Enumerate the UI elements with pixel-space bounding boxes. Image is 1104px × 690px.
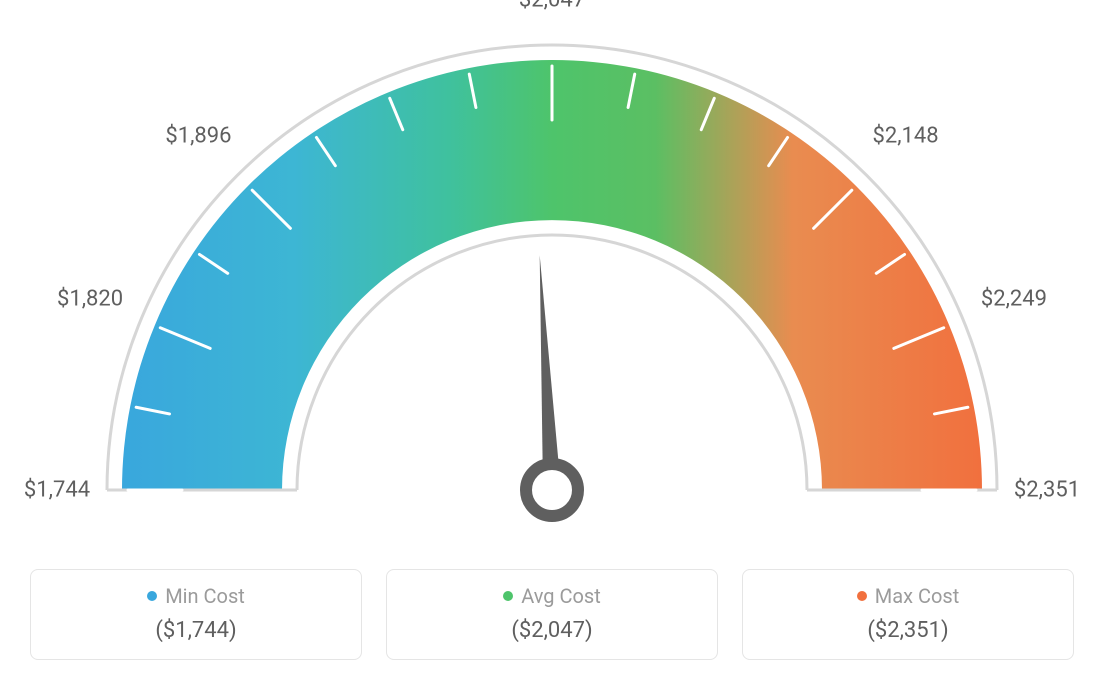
legend-card-avg: Avg Cost ($2,047) xyxy=(386,569,718,660)
gauge-tick-label: $2,249 xyxy=(981,286,1047,311)
legend-card-min: Min Cost ($1,744) xyxy=(30,569,362,660)
legend-title-min-text: Min Cost xyxy=(165,584,245,608)
legend-dot-min xyxy=(147,591,157,601)
gauge-tick-label: $1,896 xyxy=(165,124,231,149)
legend-title-max: Max Cost xyxy=(761,584,1055,608)
legend-title-min: Min Cost xyxy=(49,584,343,608)
legend-value-avg: ($2,047) xyxy=(405,618,699,643)
legend-dot-max xyxy=(857,591,867,601)
gauge-tick-label: $2,047 xyxy=(519,0,585,13)
legend-value-max: ($2,351) xyxy=(761,618,1055,643)
gauge-tick-label: $2,351 xyxy=(1014,478,1080,503)
gauge-container: $1,744 $1,820 $1,896 $2,047 $2,148 $2,249 $2,3… xyxy=(0,0,1104,690)
legend-value-min: ($1,744) xyxy=(49,618,343,643)
legend-title-avg-text: Avg Cost xyxy=(521,584,601,608)
legend-title-max-text: Max Cost xyxy=(875,584,960,608)
legend-dot-avg xyxy=(503,591,513,601)
gauge-tick-label: $2,148 xyxy=(872,124,938,149)
legend-title-avg: Avg Cost xyxy=(405,584,699,608)
gauge-tick-label: $1,820 xyxy=(57,286,123,311)
legend-row: Min Cost ($1,744) Avg Cost ($2,047) Max … xyxy=(0,549,1104,690)
legend-card-max: Max Cost ($2,351) xyxy=(742,569,1074,660)
gauge-tick-label: $1,744 xyxy=(24,478,90,503)
gauge-svg-wrap: $1,744 $1,820 $1,896 $2,047 $2,148 $2,249 $2,3… xyxy=(0,0,1104,540)
gauge-svg xyxy=(0,0,1104,540)
